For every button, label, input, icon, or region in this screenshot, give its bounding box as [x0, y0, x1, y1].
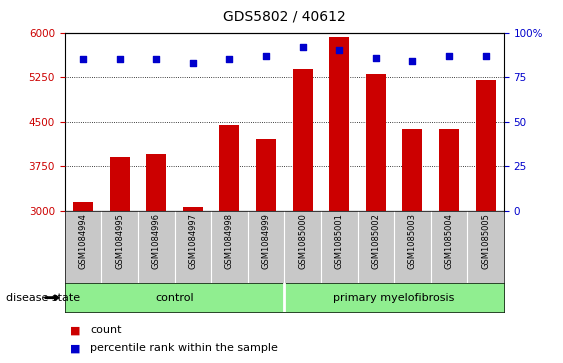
Text: GSM1084994: GSM1084994: [79, 213, 87, 269]
Bar: [256, 139, 276, 211]
Text: count: count: [90, 325, 122, 335]
Point: [152, 56, 161, 62]
Text: GSM1085005: GSM1085005: [481, 213, 490, 269]
Text: GSM1085003: GSM1085003: [408, 213, 417, 269]
Bar: [73, 202, 93, 211]
Text: GSM1084995: GSM1084995: [115, 213, 124, 269]
Text: GSM1084996: GSM1084996: [152, 213, 160, 269]
Bar: [403, 129, 422, 211]
Bar: [183, 207, 203, 211]
Text: ■: ■: [70, 325, 81, 335]
Text: control: control: [155, 293, 194, 303]
Text: ■: ■: [70, 343, 81, 354]
Text: disease state: disease state: [6, 293, 80, 303]
Text: GSM1084997: GSM1084997: [189, 213, 197, 269]
Text: primary myelofibrosis: primary myelofibrosis: [333, 293, 455, 303]
Point: [445, 53, 454, 59]
Bar: [366, 74, 386, 211]
Point: [481, 53, 490, 59]
Text: GSM1085002: GSM1085002: [372, 213, 380, 269]
Bar: [220, 125, 239, 211]
Point: [115, 56, 124, 62]
Point: [408, 58, 417, 64]
Text: GSM1085004: GSM1085004: [445, 213, 453, 269]
Point: [261, 53, 270, 59]
Text: GSM1085000: GSM1085000: [298, 213, 307, 269]
Point: [372, 55, 381, 61]
Bar: [439, 129, 459, 211]
Text: GSM1084999: GSM1084999: [262, 213, 270, 269]
Text: GSM1084998: GSM1084998: [225, 213, 234, 269]
Point: [334, 48, 343, 53]
Point: [298, 44, 307, 50]
Bar: [110, 157, 129, 211]
Text: GDS5802 / 40612: GDS5802 / 40612: [223, 9, 346, 23]
Bar: [476, 80, 495, 211]
Point: [79, 56, 88, 62]
Bar: [146, 154, 166, 211]
Point: [188, 60, 197, 66]
Bar: [293, 69, 312, 211]
Bar: [329, 37, 349, 211]
Point: [225, 56, 234, 62]
Text: percentile rank within the sample: percentile rank within the sample: [90, 343, 278, 354]
Text: GSM1085001: GSM1085001: [335, 213, 343, 269]
